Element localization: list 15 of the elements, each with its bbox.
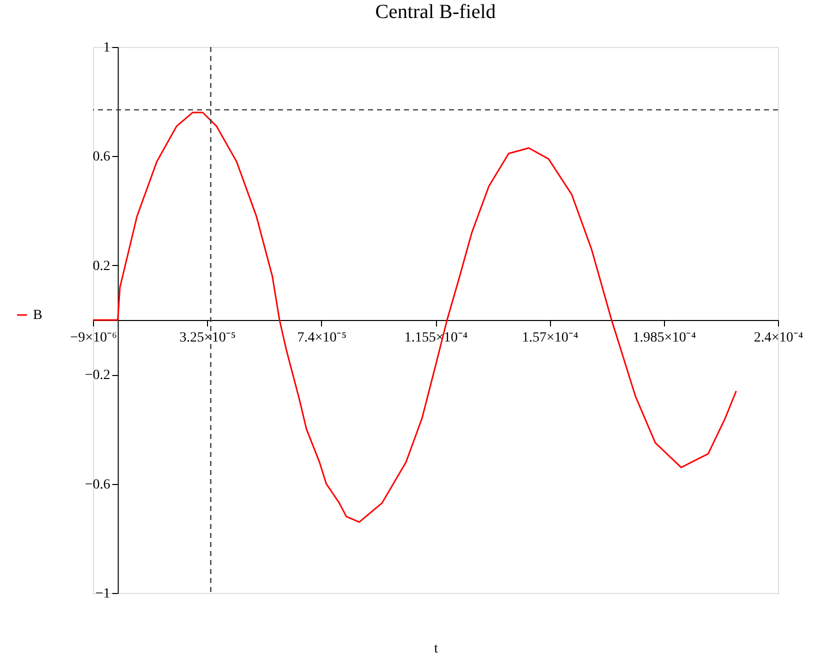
legend-label: B [33,308,42,323]
x-tick-label: 7.4×10⁻⁵ [297,330,347,346]
y-tick-label: −0.6 [84,477,110,492]
x-axis-title: t [434,642,438,656]
y-tick-label: 0.6 [92,150,110,165]
chart-title: Central B-field [375,1,496,23]
y-tick-label: 1 [103,40,110,56]
x-tick-label: 1.57×10⁻⁴ [522,330,578,346]
y-tick-label: −0.2 [84,368,110,384]
y-tick-label: 0.2 [92,258,110,274]
x-tick-label: −9×10⁻⁶ [70,330,117,346]
x-tick-label: 3.25×10⁻⁵ [180,330,236,346]
x-tick-label: 1.985×10⁻⁴ [632,330,696,346]
y-tick-label: −1 [95,586,110,602]
x-tick-label: 2.4×10⁻⁴ [754,330,804,346]
